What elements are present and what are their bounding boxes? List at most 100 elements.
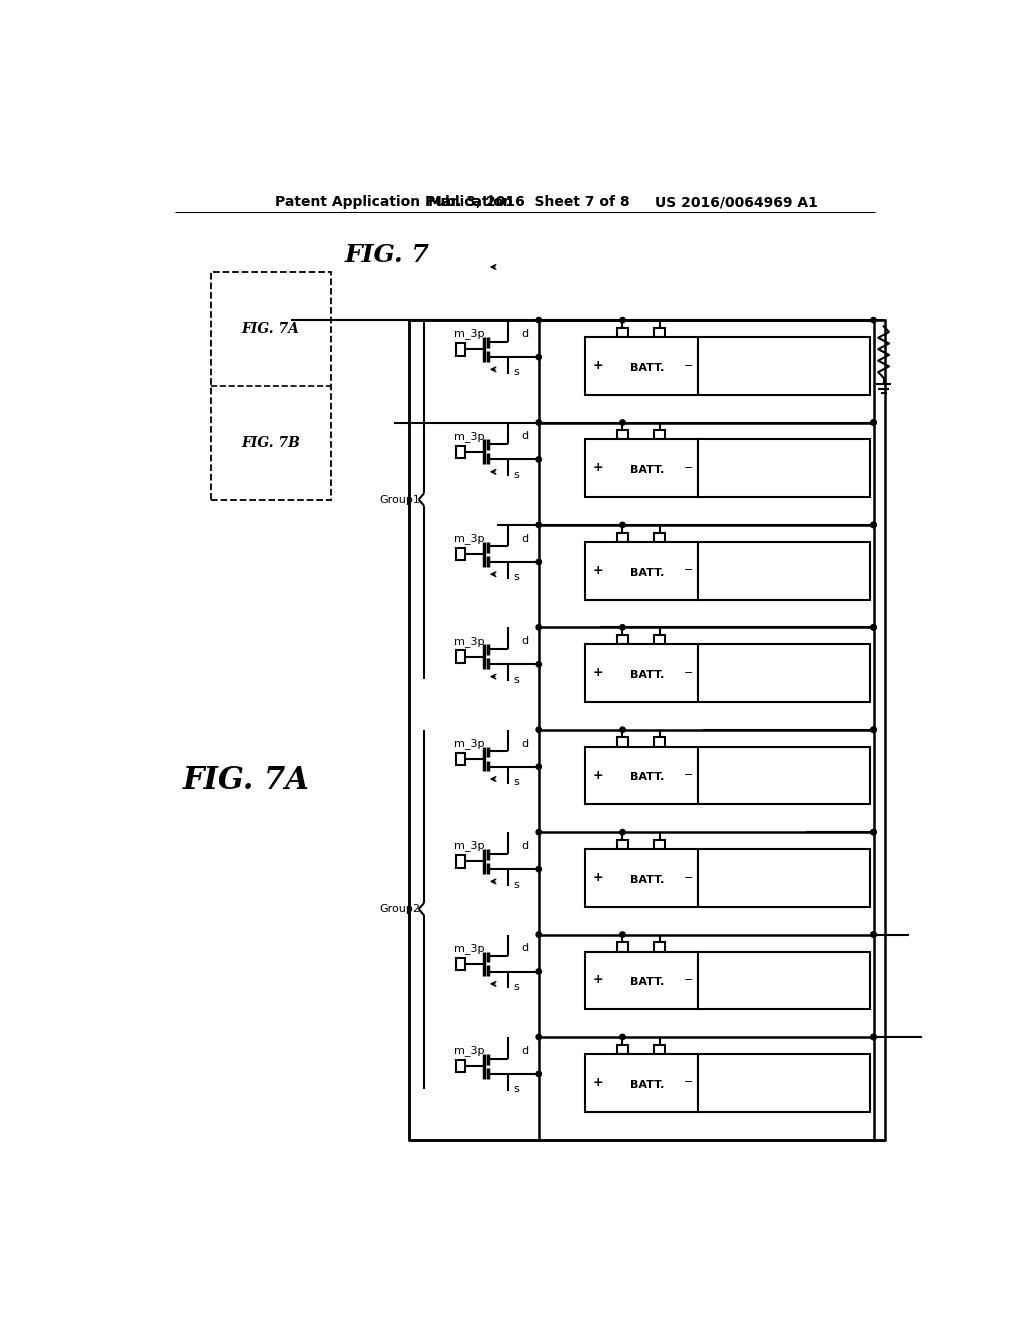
Circle shape <box>870 420 877 425</box>
Text: d: d <box>521 944 528 953</box>
Bar <box>617 430 628 440</box>
Circle shape <box>536 523 542 528</box>
Text: +: + <box>592 973 603 986</box>
Bar <box>654 430 665 440</box>
Circle shape <box>536 420 542 425</box>
Circle shape <box>870 1035 877 1040</box>
Bar <box>456 446 465 458</box>
Bar <box>654 840 665 849</box>
Circle shape <box>620 932 626 937</box>
Bar <box>617 840 628 849</box>
Bar <box>617 942 628 952</box>
Text: d: d <box>521 1045 528 1056</box>
Bar <box>586 747 697 804</box>
Text: d: d <box>521 841 528 851</box>
Text: +: + <box>592 564 603 577</box>
Bar <box>456 548 465 561</box>
Circle shape <box>536 969 542 974</box>
Bar <box>654 635 665 644</box>
Circle shape <box>536 1072 542 1077</box>
Circle shape <box>620 317 626 323</box>
Bar <box>617 327 628 337</box>
Text: BATT.: BATT. <box>630 363 665 372</box>
Circle shape <box>536 764 542 770</box>
Text: m_3p: m_3p <box>454 329 484 339</box>
Text: −: − <box>684 1077 693 1088</box>
Circle shape <box>870 420 877 425</box>
Text: Mar. 3, 2016  Sheet 7 of 8: Mar. 3, 2016 Sheet 7 of 8 <box>428 195 630 210</box>
Text: BATT.: BATT. <box>630 568 665 578</box>
Bar <box>654 738 665 747</box>
Text: BATT.: BATT. <box>630 977 665 987</box>
Text: Group2: Group2 <box>379 904 420 915</box>
Text: s: s <box>513 470 519 480</box>
Bar <box>586 644 697 702</box>
Text: m_3p: m_3p <box>454 738 484 748</box>
Bar <box>697 952 869 1010</box>
Bar <box>586 849 697 907</box>
Bar <box>456 752 465 766</box>
Text: −: − <box>684 975 693 985</box>
Bar <box>456 343 465 355</box>
Circle shape <box>620 829 626 834</box>
Circle shape <box>870 317 877 323</box>
Circle shape <box>536 457 542 462</box>
Circle shape <box>870 1035 877 1040</box>
Circle shape <box>620 1035 626 1040</box>
Text: FIG. 7: FIG. 7 <box>345 243 430 268</box>
Text: +: + <box>592 359 603 372</box>
Bar <box>697 543 869 599</box>
Bar <box>654 533 665 543</box>
Circle shape <box>870 523 877 528</box>
Text: FIG. 7B: FIG. 7B <box>242 436 300 450</box>
Bar <box>697 440 869 498</box>
Circle shape <box>536 866 542 871</box>
Bar <box>617 533 628 543</box>
Circle shape <box>620 420 626 425</box>
Bar <box>456 1060 465 1072</box>
Text: Patent Application Publication: Patent Application Publication <box>275 195 513 210</box>
Bar <box>586 1053 697 1111</box>
Bar <box>456 958 465 970</box>
Text: s: s <box>513 573 519 582</box>
Circle shape <box>536 317 542 323</box>
Circle shape <box>620 624 626 630</box>
Text: −: − <box>684 873 693 883</box>
Bar <box>456 651 465 663</box>
Circle shape <box>870 727 877 733</box>
Bar <box>586 440 697 498</box>
Circle shape <box>620 523 626 528</box>
Text: m_3p: m_3p <box>454 1045 484 1056</box>
Text: −: − <box>684 360 693 371</box>
Text: BATT.: BATT. <box>630 772 665 783</box>
Text: s: s <box>513 1084 519 1094</box>
Text: −: − <box>684 668 693 677</box>
Text: +: + <box>592 667 603 680</box>
Text: BATT.: BATT. <box>630 1080 665 1090</box>
Bar <box>617 738 628 747</box>
Circle shape <box>870 932 877 937</box>
Circle shape <box>536 354 542 360</box>
Text: s: s <box>513 777 519 787</box>
Circle shape <box>870 727 877 733</box>
Text: +: + <box>592 1076 603 1089</box>
Bar <box>409 321 885 1140</box>
Text: m_3p: m_3p <box>454 533 484 544</box>
Circle shape <box>536 829 542 834</box>
Bar <box>654 1044 665 1053</box>
Text: s: s <box>513 675 519 685</box>
Text: m_3p: m_3p <box>454 430 484 442</box>
Circle shape <box>536 661 542 667</box>
Circle shape <box>536 560 542 565</box>
Text: s: s <box>513 982 519 991</box>
Text: +: + <box>592 768 603 781</box>
Circle shape <box>870 829 877 834</box>
Text: FIG. 7A: FIG. 7A <box>182 766 309 796</box>
Circle shape <box>536 624 542 630</box>
Text: d: d <box>521 432 528 441</box>
Circle shape <box>870 624 877 630</box>
Bar <box>586 543 697 599</box>
Text: d: d <box>521 739 528 748</box>
Bar <box>697 747 869 804</box>
Text: s: s <box>513 367 519 378</box>
